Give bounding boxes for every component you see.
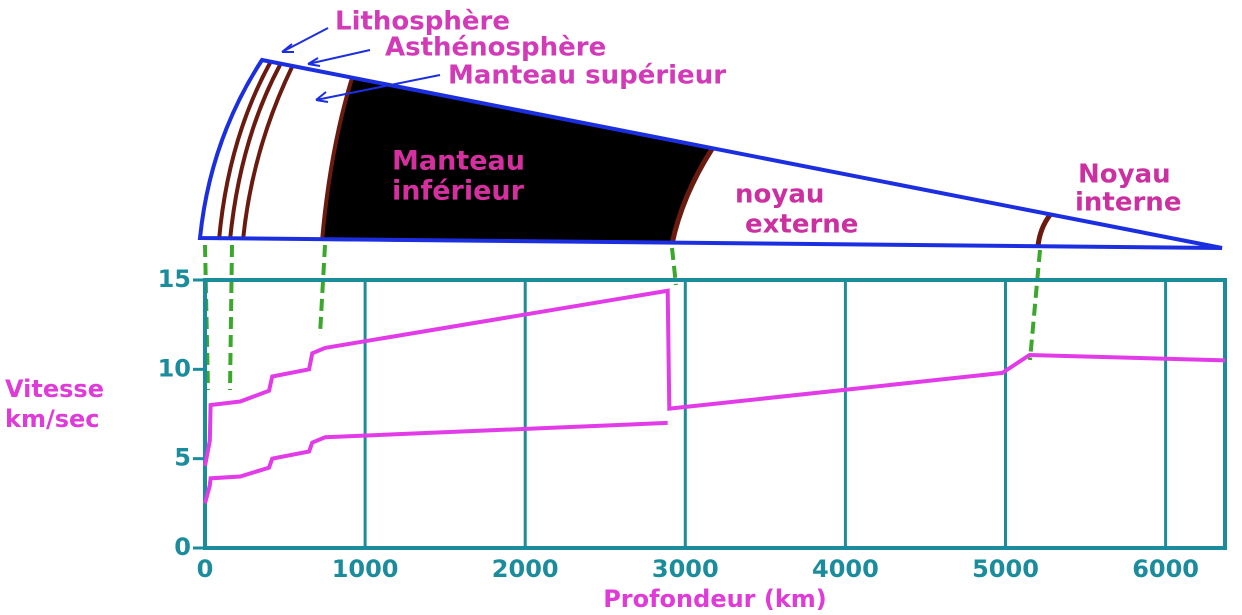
y-tick-label: 5 — [174, 444, 191, 472]
x-tick-label: 3000 — [652, 555, 719, 583]
label: Noyau — [1078, 160, 1171, 190]
label: Manteau — [392, 146, 525, 177]
y-tick-label: 15 — [158, 265, 191, 293]
x-tick-label: 2000 — [492, 555, 559, 583]
connectors — [205, 245, 1040, 390]
x-tick-label: 5000 — [972, 555, 1039, 583]
label: externe — [745, 210, 858, 240]
label: inférieur — [392, 176, 525, 207]
x-axis-label: Profondeur (km) — [603, 585, 827, 613]
y-axis-label: km/sec — [5, 405, 100, 433]
y-axis-label: Vitesse — [5, 375, 104, 403]
boundary — [1038, 215, 1050, 246]
x-tick-label: 1000 — [332, 555, 399, 583]
x-tick-label: 4000 — [812, 555, 879, 583]
x-tick-label: 6000 — [1132, 555, 1199, 583]
label: interne — [1075, 188, 1181, 218]
series-line — [205, 423, 668, 503]
y-tick-label: 0 — [174, 533, 191, 561]
label: noyau — [735, 180, 824, 210]
series-line — [205, 291, 1225, 466]
label: Asthénosphère — [385, 33, 606, 63]
chart: Lithosphère Asthénosphère Manteau supéri… — [0, 0, 1242, 615]
label: Manteau supérieur — [448, 61, 726, 91]
x-tick-label: 0 — [197, 555, 214, 583]
y-tick-label: 10 — [158, 354, 191, 382]
plot-frame — [205, 280, 1225, 548]
